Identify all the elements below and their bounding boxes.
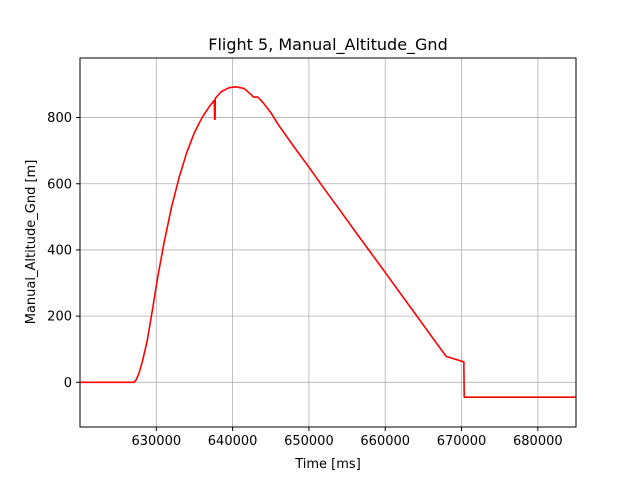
- y-tick-label: 0: [64, 376, 72, 391]
- x-tick-label: 630000: [131, 434, 181, 449]
- x-tick-label: 660000: [360, 434, 410, 449]
- grid-lines: [80, 58, 576, 427]
- y-tick-label: 200: [47, 310, 72, 325]
- x-axis-label: Time [ms]: [294, 457, 361, 472]
- y-tick-label: 800: [47, 111, 72, 126]
- y-tick-label: 600: [47, 177, 72, 192]
- x-tick-label: 670000: [437, 434, 487, 449]
- plot-frame: [79, 57, 577, 428]
- x-tick-label: 650000: [284, 434, 334, 449]
- y-axis-ticks: 0 200 400 600 800: [47, 111, 80, 391]
- chart-title: Flight 5, Manual_Altitude_Gnd: [208, 35, 447, 55]
- y-axis-label: Manual_Altitude_Gnd [m]: [24, 160, 39, 325]
- series-group: [80, 85, 576, 399]
- x-tick-label: 680000: [513, 434, 563, 449]
- x-axis-ticks: 630000 640000 650000 660000 670000 680000: [131, 427, 563, 449]
- series-line: [80, 85, 576, 399]
- x-tick-label: 640000: [208, 434, 258, 449]
- y-tick-label: 400: [47, 243, 72, 258]
